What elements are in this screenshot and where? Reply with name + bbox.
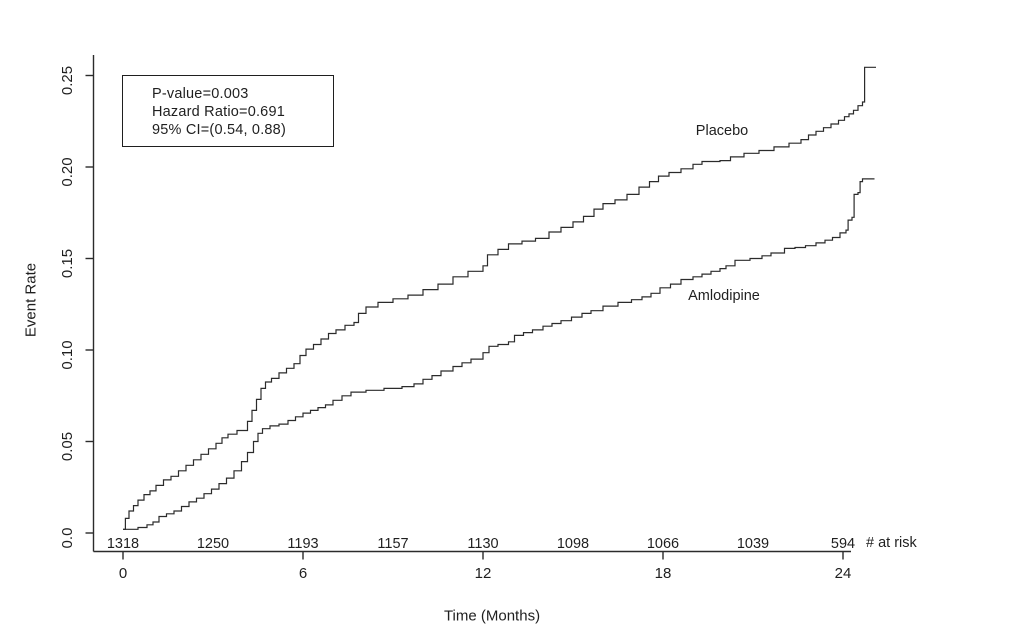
- x-tick-label: 24: [835, 565, 852, 582]
- at-risk-count: 1130: [467, 536, 498, 552]
- placebo-curve: [123, 66, 876, 530]
- at-risk-count: 1318: [107, 536, 139, 552]
- at-risk-count: 1039: [737, 536, 769, 552]
- at-risk-count: 1157: [377, 536, 408, 552]
- x-tick-label: 12: [475, 565, 492, 582]
- confidence-interval-text: 95% CI=(0.54, 0.88): [152, 122, 286, 138]
- at-risk-count: 594: [831, 536, 855, 552]
- x-tick-label: 18: [655, 565, 672, 582]
- at-risk-count: 1193: [287, 536, 318, 552]
- y-axis-title: Event Rate: [22, 262, 40, 338]
- x-axis-title: Time (Months): [443, 607, 541, 625]
- y-tick-label: 0.0: [59, 528, 76, 549]
- p-value-text: P-value=0.003: [152, 86, 249, 102]
- y-tick-label: 0.20: [59, 157, 76, 186]
- at-risk-count: 1250: [197, 536, 229, 552]
- placebo-curve-label: Placebo: [695, 123, 749, 139]
- stats-annotation-box: P-value=0.003 Hazard Ratio=0.691 95% CI=…: [122, 75, 334, 147]
- at-risk-count: 1098: [557, 536, 589, 552]
- at-risk-count: 1066: [647, 536, 679, 552]
- y-tick-label: 0.25: [59, 66, 76, 95]
- hazard-ratio-text: Hazard Ratio=0.691: [152, 104, 285, 120]
- y-tick-label: 0.10: [59, 340, 76, 369]
- y-tick-label: 0.15: [59, 249, 76, 278]
- x-tick-label: 6: [299, 565, 307, 582]
- y-tick-label: 0.05: [59, 432, 76, 461]
- x-tick-label: 0: [119, 565, 127, 582]
- amlodipine-curve: [123, 178, 875, 530]
- at-risk-row-label: # at risk: [866, 535, 917, 551]
- amlodipine-curve-label: Amlodipine: [688, 288, 760, 304]
